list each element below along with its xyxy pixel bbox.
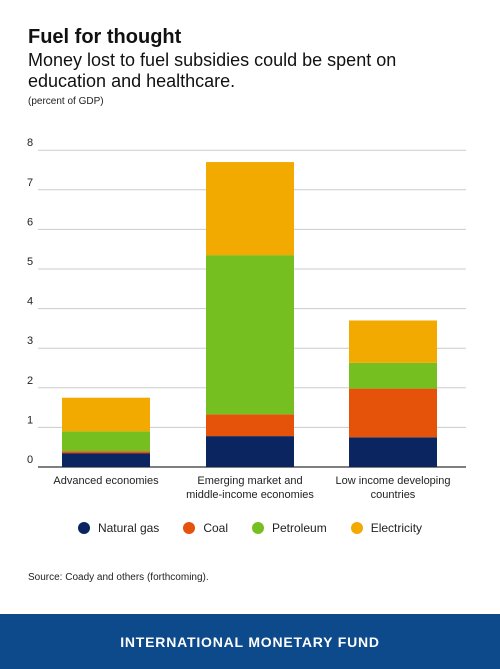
legend-label: Petroleum: [272, 521, 327, 535]
stacked-bar-chart: 0 1 2 3 4 5 6 7 8 Advanced economies Emerging mark…: [27, 137, 466, 501]
legend-swatch: [252, 522, 264, 534]
legend-item: Petroleum: [252, 521, 327, 535]
chart-title: Fuel for thought: [28, 26, 182, 48]
y-tick-label: 3: [27, 335, 33, 347]
legend-item: Coal: [183, 521, 228, 535]
x-category-label: countries: [371, 489, 416, 501]
chart-subtitle: Money lost to fuel subsidies could be sp…: [28, 50, 397, 91]
y-tick-label: 8: [27, 137, 33, 149]
legend-swatch: [77, 522, 90, 534]
legend-swatch: [183, 522, 196, 534]
org-name: INTERNATIONAL MONETARY FUND: [120, 633, 380, 650]
bar-segment-coal: [206, 414, 294, 437]
bar-segment-natural-gas: [349, 437, 437, 467]
bar-segment-coal: [62, 451, 150, 454]
y-tick-label: 4: [27, 296, 33, 308]
bar-segment-petroleum: [62, 431, 150, 452]
bar-segment-natural-gas: [206, 436, 294, 467]
bar-segment-petroleum: [206, 255, 294, 415]
source-note: Source: Coady and others (forthcoming).: [28, 572, 209, 583]
x-category-label: Advanced economies: [53, 475, 159, 487]
legend-label: Natural gas: [97, 521, 160, 535]
bar-segment-coal: [349, 388, 437, 438]
bar-segment-electricity: [62, 397, 150, 432]
y-tick-label: 6: [27, 216, 33, 228]
legend-item: Natural gas: [77, 521, 160, 535]
y-tick-label: 2: [27, 375, 33, 387]
bar-segment-petroleum: [349, 362, 437, 389]
y-tick-label: 7: [27, 177, 33, 189]
imf-footer-banner: INTERNATIONAL MONETARY FUND: [0, 614, 500, 669]
bar-segment-electricity: [206, 162, 294, 256]
x-category-label: Emerging market and: [197, 475, 302, 487]
y-tick-label: 1: [27, 414, 33, 426]
y-axis-unit-label: (percent of GDP): [28, 96, 104, 107]
legend-swatch: [350, 522, 363, 534]
legend-label: Coal: [203, 521, 228, 535]
legend-item: Electricity: [350, 521, 423, 535]
bar-segment-electricity: [349, 320, 437, 363]
x-category-label: middle-income economies: [186, 489, 314, 501]
chart-legend: Natural gas Coal Petroleum Electricity: [0, 521, 500, 535]
y-tick-label: 0: [27, 454, 33, 466]
bar-segment-natural-gas: [62, 453, 150, 467]
y-tick-label: 5: [27, 256, 33, 268]
legend-label: Electricity: [370, 521, 423, 535]
x-category-label: Low income developing: [336, 475, 451, 487]
